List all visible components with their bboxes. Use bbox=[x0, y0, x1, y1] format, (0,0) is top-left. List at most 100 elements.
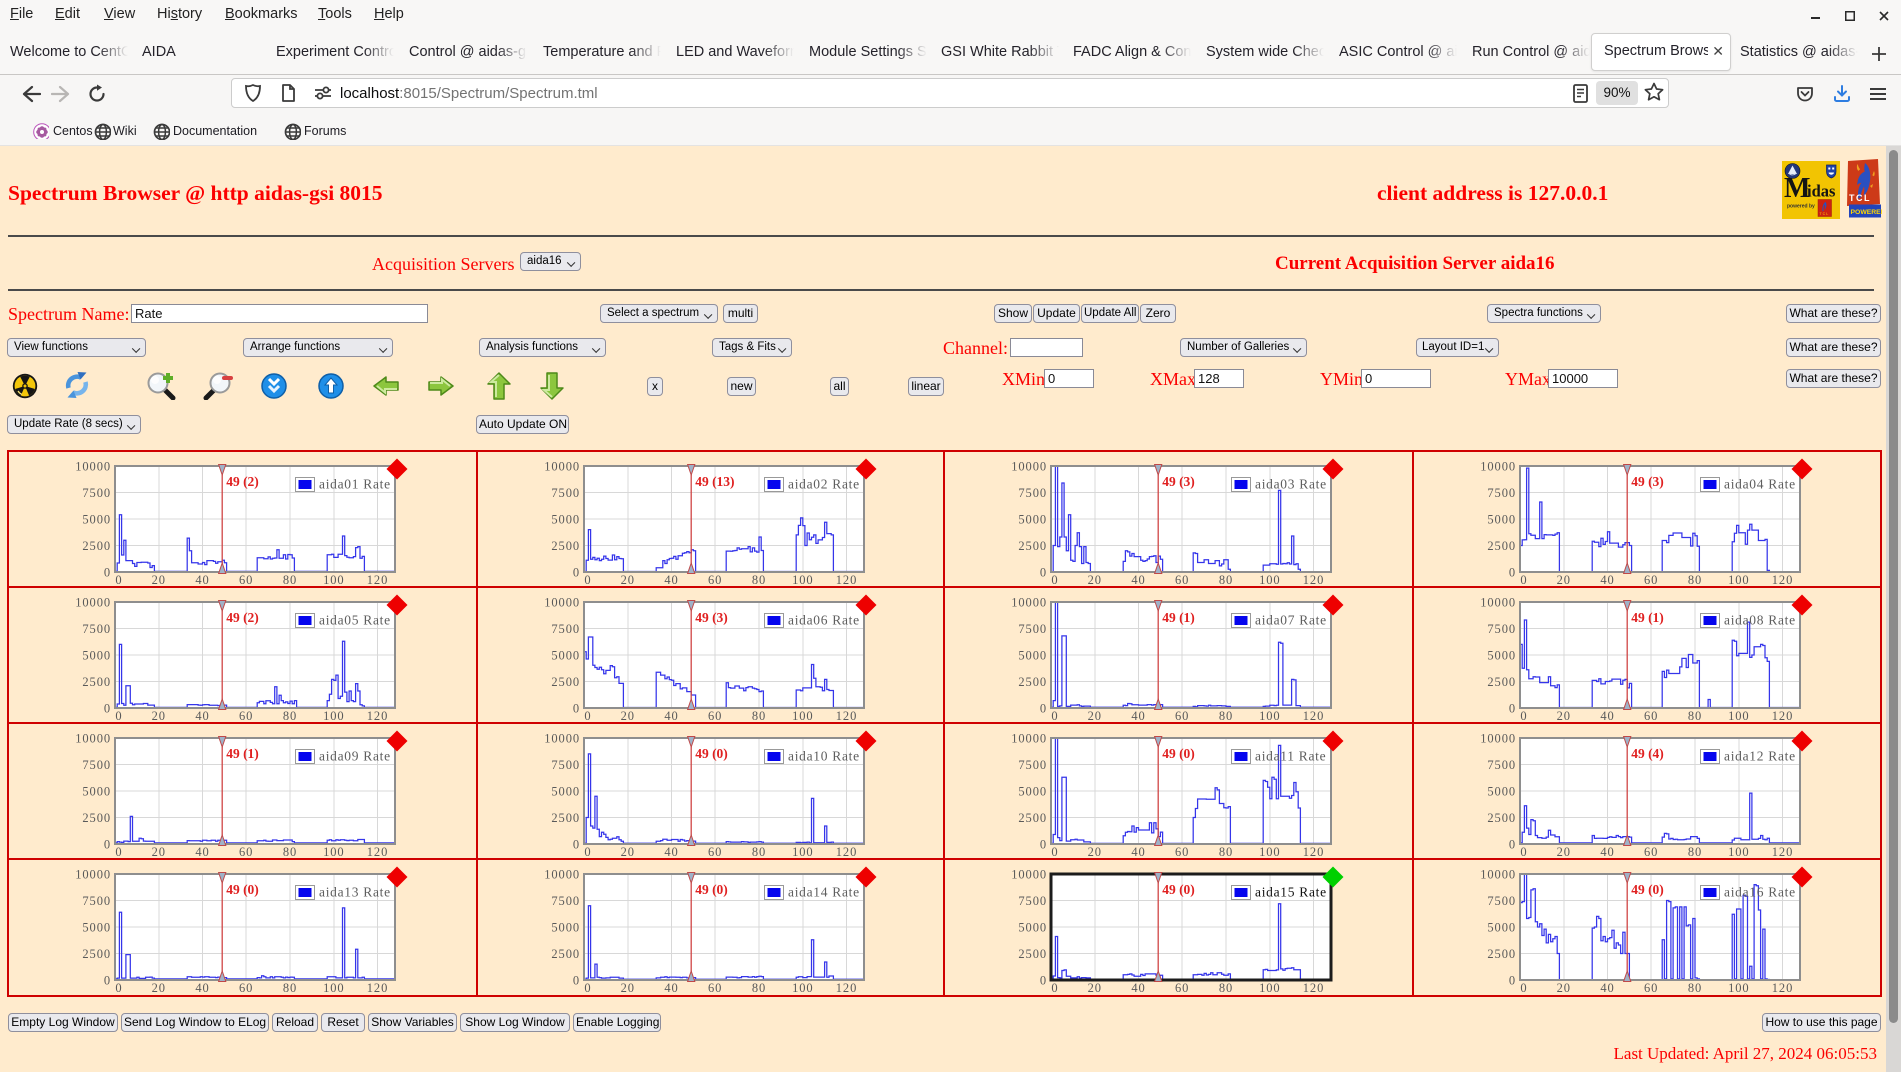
svg-text:120: 120 bbox=[1772, 573, 1793, 586]
svg-text:40: 40 bbox=[1131, 845, 1145, 858]
svg-text:49 (0): 49 (0) bbox=[1631, 882, 1664, 897]
svg-text:60: 60 bbox=[239, 845, 253, 858]
svg-text:100: 100 bbox=[1728, 573, 1749, 586]
svg-text:5000: 5000 bbox=[1487, 513, 1516, 527]
svg-text:10000: 10000 bbox=[1011, 868, 1047, 882]
svg-text:100: 100 bbox=[792, 573, 813, 586]
svg-text:aida16 Rate: aida16 Rate bbox=[1724, 885, 1796, 900]
svg-text:TCL: TCL bbox=[1849, 193, 1871, 203]
svg-text:0: 0 bbox=[1520, 573, 1527, 586]
svg-text:2500: 2500 bbox=[1487, 539, 1516, 553]
svg-text:5000: 5000 bbox=[1018, 649, 1047, 663]
svg-text:2500: 2500 bbox=[551, 947, 580, 961]
svg-text:100: 100 bbox=[1259, 709, 1280, 722]
svg-text:2500: 2500 bbox=[551, 811, 580, 825]
svg-text:5000: 5000 bbox=[82, 785, 111, 799]
svg-text:40: 40 bbox=[664, 981, 678, 994]
svg-text:20: 20 bbox=[1088, 709, 1102, 722]
svg-text:20: 20 bbox=[1557, 981, 1571, 994]
svg-text:120: 120 bbox=[367, 845, 388, 858]
svg-text:0: 0 bbox=[115, 981, 122, 994]
svg-text:2500: 2500 bbox=[82, 539, 111, 553]
svg-text:M: M bbox=[1784, 173, 1810, 204]
svg-text:7500: 7500 bbox=[82, 894, 111, 908]
svg-text:T C L: T C L bbox=[1820, 212, 1829, 216]
svg-text:5000: 5000 bbox=[82, 649, 111, 663]
svg-text:POWERED: POWERED bbox=[1851, 209, 1883, 216]
svg-text:10000: 10000 bbox=[544, 596, 580, 610]
svg-text:40: 40 bbox=[1600, 845, 1614, 858]
svg-text:5000: 5000 bbox=[551, 649, 580, 663]
svg-text:10000: 10000 bbox=[75, 460, 111, 474]
svg-text:0: 0 bbox=[1520, 845, 1527, 858]
svg-text:10000: 10000 bbox=[544, 868, 580, 882]
svg-text:5000: 5000 bbox=[1487, 785, 1516, 799]
svg-text:60: 60 bbox=[1644, 573, 1658, 586]
svg-text:120: 120 bbox=[1303, 573, 1324, 586]
svg-text:20: 20 bbox=[1088, 845, 1102, 858]
svg-text:49 (3): 49 (3) bbox=[1162, 474, 1195, 489]
svg-text:0: 0 bbox=[1051, 573, 1058, 586]
svg-text:7500: 7500 bbox=[1487, 758, 1516, 772]
svg-text:100: 100 bbox=[1259, 981, 1280, 994]
svg-text:40: 40 bbox=[195, 981, 209, 994]
svg-text:100: 100 bbox=[792, 845, 813, 858]
svg-text:20: 20 bbox=[1088, 981, 1102, 994]
svg-text:7500: 7500 bbox=[1487, 622, 1516, 636]
svg-text:10000: 10000 bbox=[1011, 596, 1047, 610]
svg-text:aida11 Rate: aida11 Rate bbox=[1255, 749, 1326, 764]
svg-text:aida13 Rate: aida13 Rate bbox=[319, 885, 391, 900]
svg-text:40: 40 bbox=[664, 845, 678, 858]
svg-text:80: 80 bbox=[752, 573, 766, 586]
svg-text:120: 120 bbox=[1303, 981, 1324, 994]
svg-text:60: 60 bbox=[239, 573, 253, 586]
svg-text:0: 0 bbox=[1509, 702, 1516, 716]
svg-text:2500: 2500 bbox=[1018, 675, 1047, 689]
svg-text:7500: 7500 bbox=[1018, 894, 1047, 908]
svg-text:80: 80 bbox=[1688, 573, 1702, 586]
svg-text:0: 0 bbox=[1509, 566, 1516, 580]
svg-text:60: 60 bbox=[1175, 709, 1189, 722]
svg-text:7500: 7500 bbox=[551, 894, 580, 908]
svg-text:7500: 7500 bbox=[1018, 758, 1047, 772]
svg-text:80: 80 bbox=[1219, 709, 1233, 722]
svg-text:20: 20 bbox=[1557, 573, 1571, 586]
svg-text:0: 0 bbox=[584, 709, 591, 722]
svg-text:0: 0 bbox=[1509, 838, 1516, 852]
svg-text:60: 60 bbox=[708, 845, 722, 858]
svg-text:40: 40 bbox=[195, 709, 209, 722]
svg-text:40: 40 bbox=[1600, 573, 1614, 586]
svg-text:60: 60 bbox=[1175, 573, 1189, 586]
svg-text:100: 100 bbox=[792, 981, 813, 994]
svg-text:aida07 Rate: aida07 Rate bbox=[1255, 613, 1327, 628]
svg-text:20: 20 bbox=[621, 981, 635, 994]
svg-text:20: 20 bbox=[152, 845, 166, 858]
svg-text:2500: 2500 bbox=[1487, 675, 1516, 689]
svg-text:idas: idas bbox=[1807, 182, 1836, 201]
svg-text:120: 120 bbox=[367, 981, 388, 994]
svg-text:80: 80 bbox=[283, 981, 297, 994]
svg-text:10000: 10000 bbox=[544, 460, 580, 474]
svg-text:100: 100 bbox=[323, 709, 344, 722]
svg-text:0: 0 bbox=[1051, 709, 1058, 722]
svg-text:0: 0 bbox=[104, 838, 111, 852]
svg-text:7500: 7500 bbox=[82, 622, 111, 636]
svg-text:40: 40 bbox=[1131, 981, 1145, 994]
svg-text:120: 120 bbox=[367, 709, 388, 722]
svg-text:40: 40 bbox=[1600, 709, 1614, 722]
svg-text:20: 20 bbox=[152, 709, 166, 722]
svg-text:40: 40 bbox=[664, 573, 678, 586]
svg-text:0: 0 bbox=[584, 845, 591, 858]
svg-text:80: 80 bbox=[752, 709, 766, 722]
svg-text:5000: 5000 bbox=[1018, 513, 1047, 527]
svg-text:10000: 10000 bbox=[1480, 732, 1516, 746]
svg-text:120: 120 bbox=[836, 709, 857, 722]
svg-text:7500: 7500 bbox=[1487, 894, 1516, 908]
svg-text:0: 0 bbox=[1040, 566, 1047, 580]
svg-text:2500: 2500 bbox=[82, 675, 111, 689]
svg-text:aida03 Rate: aida03 Rate bbox=[1255, 477, 1327, 492]
svg-text:20: 20 bbox=[1557, 845, 1571, 858]
svg-text:120: 120 bbox=[1772, 845, 1793, 858]
svg-text:0: 0 bbox=[115, 573, 122, 586]
svg-text:40: 40 bbox=[1131, 573, 1145, 586]
